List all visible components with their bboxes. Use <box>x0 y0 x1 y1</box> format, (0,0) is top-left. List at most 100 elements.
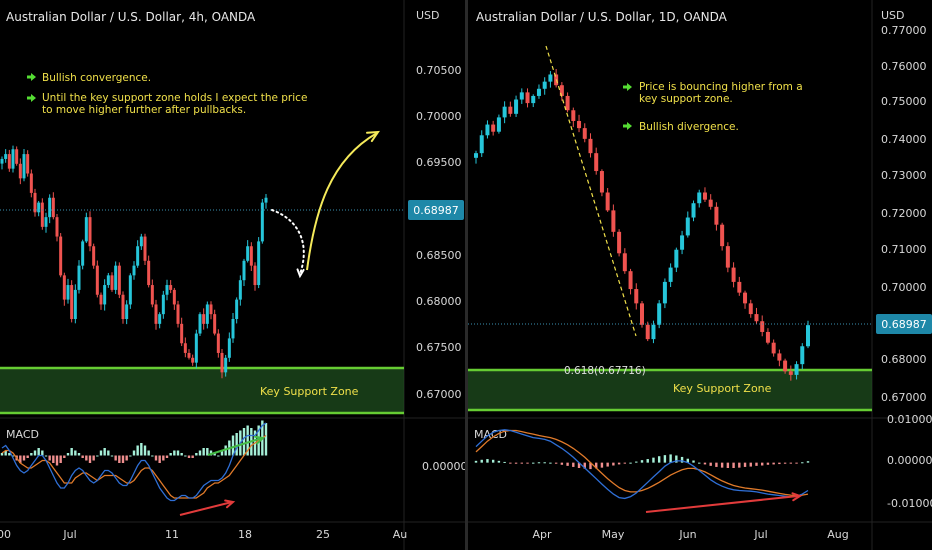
candle-body <box>106 275 110 286</box>
candle-body <box>0 158 4 164</box>
macd-histogram-bar <box>532 462 535 464</box>
candle-body <box>697 192 702 204</box>
candle-body <box>66 285 70 300</box>
candle-body <box>260 202 264 242</box>
candle-body <box>77 265 81 290</box>
candle-body <box>668 267 673 282</box>
candle-body <box>180 323 184 344</box>
macd-histogram-bar <box>242 428 246 456</box>
candle-body <box>40 202 44 227</box>
pullback-arrowhead <box>296 268 305 279</box>
candle-body <box>788 371 793 375</box>
chart-panel-4h[interactable]: Key Support Zone USD 0.70500 0.70000 0.69500… <box>0 0 465 550</box>
candle-body <box>502 106 507 118</box>
candle-body <box>62 275 66 300</box>
note-bullet-arrow-stem <box>27 96 32 100</box>
macd-line <box>475 429 809 500</box>
candle-body <box>26 154 30 174</box>
macd-histogram-bar <box>41 450 44 456</box>
note-text: key support zone. <box>639 93 733 105</box>
macd-histogram-bar <box>635 461 638 463</box>
macd-histogram-bar <box>74 450 77 456</box>
candle-body <box>691 203 696 218</box>
macd-histogram-bar <box>675 455 678 463</box>
candle-body <box>158 314 162 324</box>
macd-histogram-bar <box>206 448 209 456</box>
macd-histogram-bar <box>209 450 213 456</box>
candle-body <box>714 206 719 225</box>
candle-body <box>59 236 63 276</box>
candle-body <box>599 171 604 193</box>
chart-panel-1d[interactable]: Key Support Zone USD 0.77000 0.76000 0.75000… <box>468 0 932 550</box>
candle-body <box>771 342 776 354</box>
candle-body <box>18 163 22 179</box>
time-tick-label: Au <box>393 528 408 541</box>
candle-body <box>257 241 261 286</box>
note-text: Price is bouncing higher from a <box>639 81 803 93</box>
candle-body <box>651 324 656 340</box>
macd-histogram-bar <box>0 453 4 456</box>
note-text: Bullish divergence. <box>639 121 739 133</box>
candle-body <box>121 294 125 319</box>
candle-body <box>147 260 151 286</box>
fibonacci-label: 0.618(0.67716) <box>564 365 646 377</box>
candle-body <box>508 106 513 114</box>
macd-histogram-bar <box>198 450 202 456</box>
macd-histogram-bar <box>158 455 161 463</box>
candle-body <box>725 246 730 268</box>
support-zone <box>468 370 872 410</box>
candle-body <box>227 338 231 358</box>
last-price-tag-label: 0.68987 <box>413 204 459 217</box>
price-axis-currency: USD <box>416 9 440 22</box>
candle-body <box>209 304 213 315</box>
macd-histogram-bar <box>4 450 7 456</box>
macd-histogram-bar <box>549 462 552 464</box>
macd-histogram-bar <box>640 460 644 463</box>
macd-histogram-bar <box>99 450 103 456</box>
candle-body <box>139 236 143 247</box>
macd-histogram-bar <box>732 462 735 468</box>
macd-histogram-bar <box>629 462 632 464</box>
candle-body <box>479 135 484 154</box>
candle-body <box>11 149 15 169</box>
candle-body <box>685 217 690 236</box>
pullback-arrow <box>271 209 305 275</box>
macd-histogram-bar <box>154 455 158 461</box>
price-tick-label: 0.70000 <box>416 110 462 123</box>
candle-body <box>220 352 224 373</box>
candle-body <box>662 281 667 304</box>
macd-histogram-bar <box>202 448 205 456</box>
candle-body <box>117 265 121 295</box>
macd-histogram-bar <box>114 455 117 461</box>
macd-histogram-bar <box>715 462 718 467</box>
macd-histogram-bar <box>491 459 495 463</box>
chart-title: Australian Dollar / U.S. Dollar, 1D, OAN… <box>476 10 728 24</box>
macd-signal-line <box>475 429 809 497</box>
forecast-arrowhead <box>366 130 380 143</box>
candle-body <box>194 333 198 363</box>
candle-body <box>224 357 228 373</box>
candle-body <box>731 267 736 282</box>
last-price-tag <box>408 200 464 220</box>
macd-histogram-bar <box>22 455 26 461</box>
panel-divider[interactable] <box>465 0 468 550</box>
macd-histogram-bar <box>231 435 235 456</box>
price-tick-label: 0.73000 <box>881 169 927 182</box>
macd-histogram-bar <box>589 462 592 470</box>
candle-body <box>231 319 235 339</box>
macd-tick-label: 0.00000 <box>887 454 932 467</box>
candle-body <box>73 289 77 319</box>
note-text: to move higher further after pullbacks. <box>42 104 246 116</box>
macd-histogram-bar <box>151 455 154 457</box>
macd-histogram-bar <box>566 462 569 466</box>
macd-histogram-bar <box>486 459 489 463</box>
time-tick-label: Jul <box>753 528 767 541</box>
macd-histogram-bar <box>264 423 268 456</box>
macd-histogram-bar <box>125 455 128 461</box>
macd-histogram-bar <box>720 462 724 468</box>
candle-body <box>183 343 187 353</box>
candle-body <box>114 265 118 290</box>
macd-histogram-bar <box>143 445 147 456</box>
candle-body <box>806 325 810 347</box>
